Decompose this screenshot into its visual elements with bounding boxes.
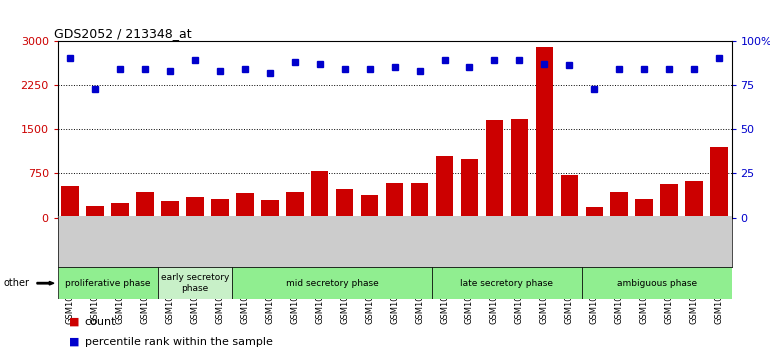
Bar xyxy=(211,199,229,218)
Text: ■: ■ xyxy=(69,317,80,327)
Text: ambiguous phase: ambiguous phase xyxy=(617,279,697,288)
Bar xyxy=(286,192,303,218)
Bar xyxy=(585,207,603,218)
Bar xyxy=(486,120,503,218)
Bar xyxy=(236,193,253,218)
Text: percentile rank within the sample: percentile rank within the sample xyxy=(85,337,273,347)
Bar xyxy=(432,267,582,299)
Bar xyxy=(261,200,279,218)
Bar xyxy=(511,119,528,218)
Text: mid secretory phase: mid secretory phase xyxy=(286,279,379,288)
Text: proliferative phase: proliferative phase xyxy=(65,279,150,288)
Text: late secretory phase: late secretory phase xyxy=(460,279,554,288)
Bar xyxy=(710,147,728,218)
Bar xyxy=(561,175,578,218)
Bar xyxy=(311,171,329,218)
Bar xyxy=(186,197,204,218)
Bar xyxy=(62,186,79,218)
Bar xyxy=(86,206,104,218)
Bar xyxy=(161,201,179,218)
Text: early secretory
phase: early secretory phase xyxy=(161,274,229,293)
Bar xyxy=(112,203,129,218)
Bar xyxy=(582,267,732,299)
Bar xyxy=(386,183,403,218)
Bar xyxy=(460,159,478,218)
Bar xyxy=(611,192,628,218)
Bar xyxy=(58,267,158,299)
Bar xyxy=(361,195,378,218)
Text: ■: ■ xyxy=(69,337,80,347)
Bar xyxy=(233,267,432,299)
Bar xyxy=(536,47,553,218)
Text: count: count xyxy=(85,317,116,327)
Text: other: other xyxy=(4,278,30,288)
Bar xyxy=(661,184,678,218)
Bar xyxy=(336,189,353,218)
Text: GDS2052 / 213348_at: GDS2052 / 213348_at xyxy=(55,27,192,40)
Bar xyxy=(436,156,454,218)
Bar xyxy=(685,181,703,218)
Bar xyxy=(136,192,154,218)
Bar xyxy=(158,267,233,299)
Bar xyxy=(635,199,653,218)
Bar xyxy=(411,183,428,218)
